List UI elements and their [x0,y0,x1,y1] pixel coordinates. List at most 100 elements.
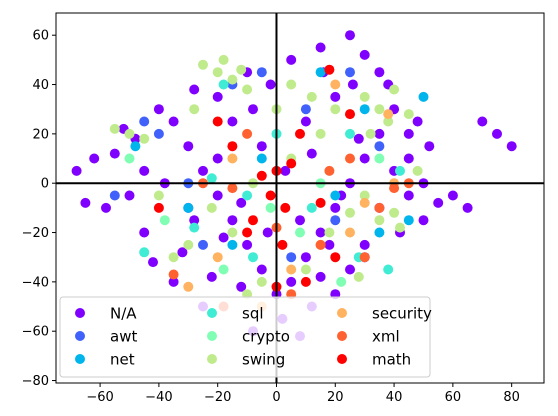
data-point [345,153,355,164]
data-point [242,227,253,238]
data-point [374,202,385,213]
data-point [139,165,150,176]
data-point [345,30,355,41]
data-point [212,252,223,263]
data-point [295,227,305,238]
data-point [248,252,258,263]
data-point [412,116,423,127]
data-point [412,165,423,176]
data-point [124,153,135,164]
data-point [324,239,335,250]
data-point [218,264,229,275]
data-point [153,104,164,115]
data-point [424,141,435,152]
legend-marker [337,354,347,364]
data-point [168,116,179,127]
data-point [212,67,223,78]
data-point [256,264,267,275]
data-point [353,133,364,144]
legend-marker [75,331,85,341]
data-point [80,197,91,208]
data-point [183,239,194,250]
legend: N/A awt net sql crypto swing security xml math [59,296,432,378]
data-point [345,67,355,78]
data-point [71,165,82,176]
data-point [236,197,247,208]
data-point [286,158,297,169]
y-tick-label: 40 [32,78,49,93]
data-point [324,165,335,176]
data-point [168,276,179,287]
data-point [315,271,326,282]
data-point [365,128,376,139]
data-point [218,79,229,90]
data-point [280,202,291,213]
data-point [315,128,326,139]
data-point [265,202,276,213]
data-point [189,215,200,226]
data-point [353,271,364,282]
data-point [374,141,385,152]
data-point [130,141,141,152]
data-point [227,215,238,226]
data-point [139,247,150,258]
data-point [148,257,158,268]
data-point [248,104,258,115]
data-point [477,116,488,127]
data-point [286,252,297,263]
y-tick-label: −20 [22,226,49,241]
legend-marker [337,331,347,341]
data-point [330,79,341,90]
data-point [359,197,370,208]
x-tick-label: −60 [86,390,113,405]
data-point [374,128,385,139]
data-point [306,148,317,159]
data-point [403,215,414,226]
data-point [236,64,247,75]
data-point [189,104,200,115]
data-point [89,153,100,164]
data-point [256,170,267,181]
data-point [189,84,200,95]
data-point [256,67,267,78]
data-point [218,232,229,243]
legend-label: xml [372,328,400,346]
data-point [359,239,370,250]
data-point [330,215,341,226]
data-point [212,153,223,164]
data-point [389,84,400,95]
data-point [300,264,311,275]
data-point [359,252,370,263]
plot-frame [55,12,545,384]
data-point [433,197,444,208]
data-point [315,227,326,238]
data-point [242,128,253,139]
data-point [212,91,223,102]
data-point [403,109,414,120]
data-point [168,252,179,263]
data-point [345,207,355,218]
data-point [300,116,311,127]
legend-marker [207,308,217,318]
data-point [227,239,238,250]
data-point [389,183,400,194]
axes: −60 −40 −20 0 20 40 60 80 −80 −60 −40 −20 0 20 40 60 [22,29,520,405]
y-tick-label: −80 [22,374,49,389]
data-point [198,59,208,70]
data-point [383,264,394,275]
data-point [109,123,120,134]
data-point [403,128,414,139]
data-point [198,239,208,250]
data-point [183,141,194,152]
data-point [330,252,341,263]
data-point [277,239,288,250]
data-point [124,128,135,139]
data-point [248,215,258,226]
data-point [109,148,120,159]
data-point [374,215,385,226]
data-point [383,109,394,120]
series-net [130,67,429,250]
series-crypto [124,153,385,287]
y-tick-label: 0 [41,177,49,192]
